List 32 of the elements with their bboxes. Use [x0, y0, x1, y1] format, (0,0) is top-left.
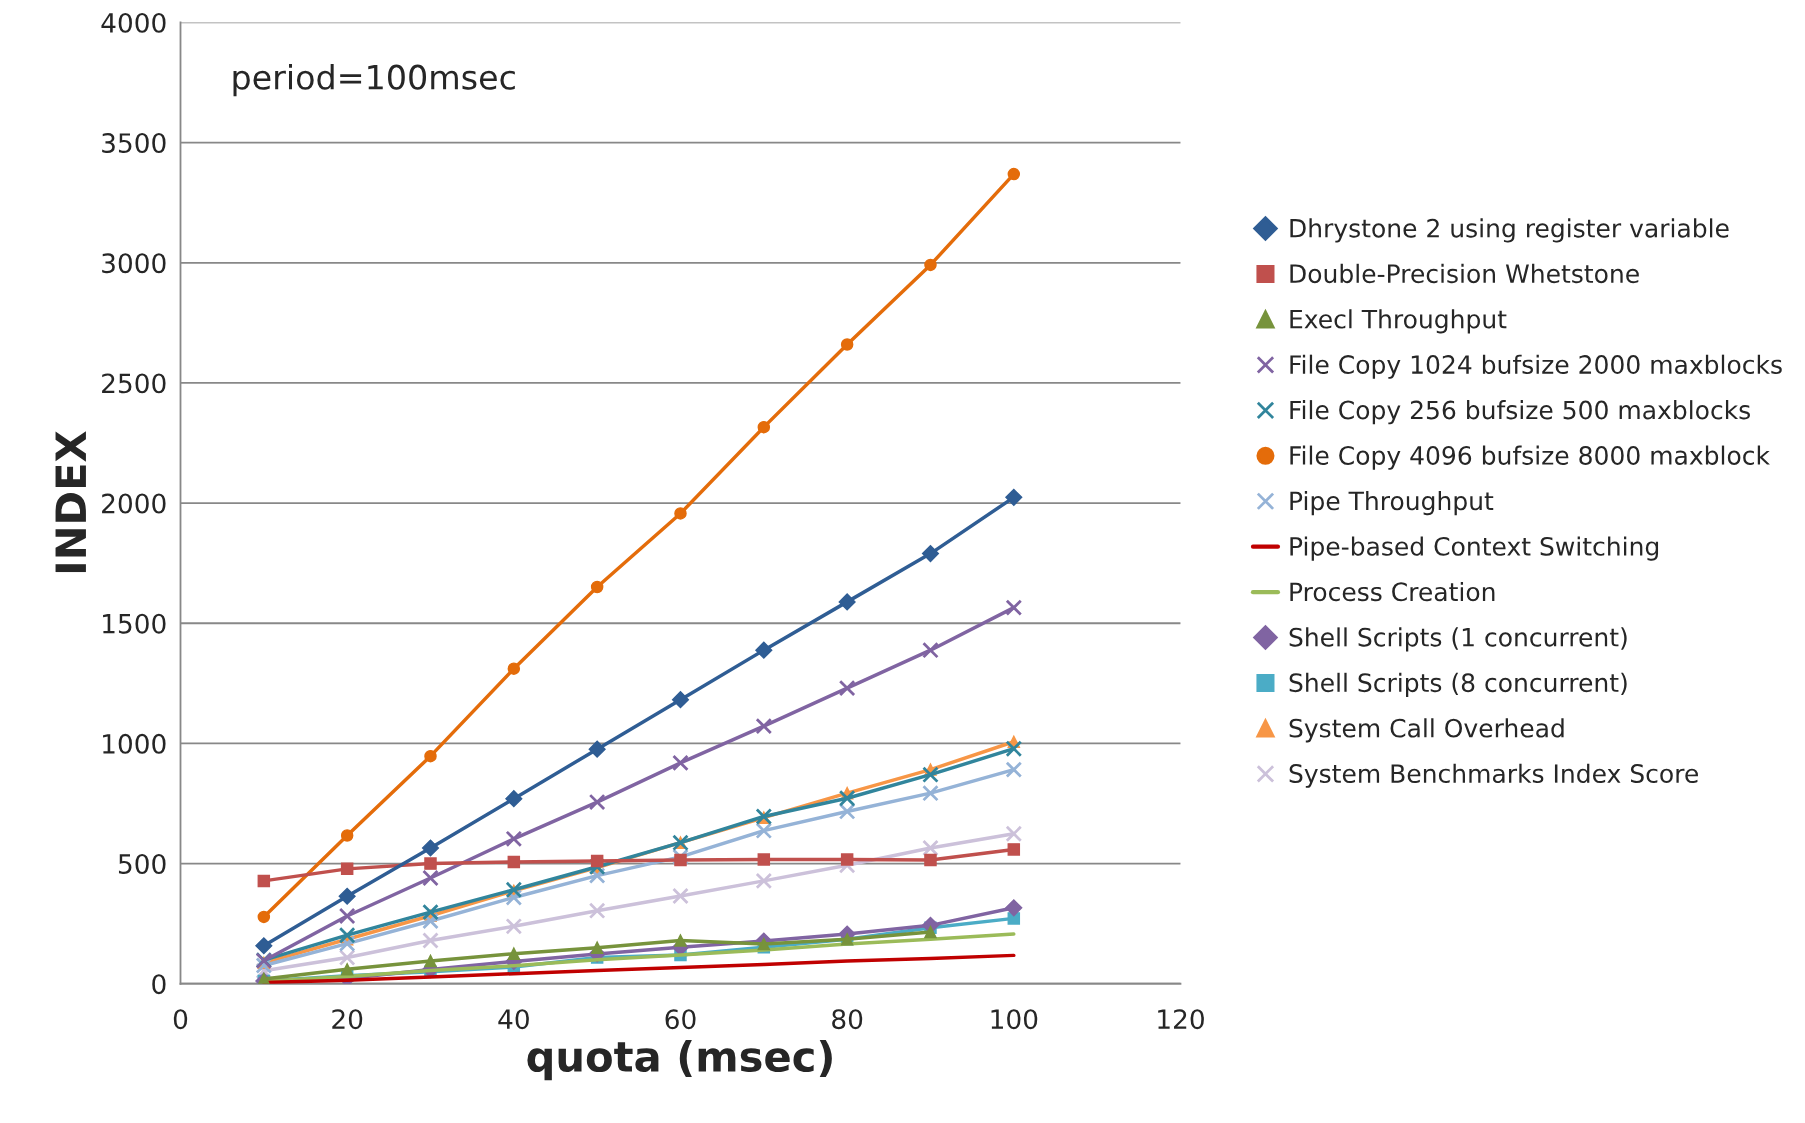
x-tick-label: 80 — [832, 1009, 863, 1030]
y-tick-label: 0 — [152, 974, 166, 995]
y-tick-label: 500 — [118, 854, 166, 874]
x-tick-label: 120 — [1158, 1009, 1204, 1030]
legend-label: System Benchmarks Index Score — [1289, 763, 1698, 788]
legend-label: Pipe-based Context Switching — [1290, 536, 1659, 561]
y-axis-title: INDEX — [55, 431, 86, 573]
annotation: period=100msec — [233, 64, 515, 97]
legend-label: Pipe Throughput — [1290, 491, 1494, 516]
y-tick-label: 2000 — [102, 493, 166, 514]
legend-label: Execl Throughput — [1290, 309, 1507, 334]
legend-label: Double-Precision Whetstone — [1290, 263, 1639, 284]
legend-label: Dhrystone 2 using register variable — [1290, 218, 1729, 243]
legend-label: System Call Overhead — [1289, 718, 1564, 743]
y-tick-label: 2500 — [102, 373, 166, 394]
x-tick-label: 100 — [991, 1009, 1038, 1030]
x-tick-label: 60 — [665, 1009, 696, 1030]
y-tick-label: 4000 — [101, 12, 166, 33]
y-tick-label: 3000 — [102, 253, 166, 274]
legend-label: Process Creation — [1290, 581, 1495, 602]
y-tick-label: 1000 — [103, 733, 166, 754]
legend-label: File Copy 256 bufsize 500 maxblocks — [1290, 400, 1750, 425]
x-tick-label: 20 — [332, 1009, 363, 1030]
x-tick-label: 0 — [173, 1009, 188, 1030]
y-tick-label: 1500 — [103, 613, 166, 634]
legend-label: Shell Scripts (8 concurrent) — [1289, 672, 1627, 697]
legend-label: File Copy 4096 bufsize 8000 maxblock — [1290, 445, 1770, 470]
y-tick-label: 3500 — [102, 133, 166, 154]
x-axis-title: quota (msec) — [527, 1039, 832, 1081]
x-tick-label: 40 — [498, 1009, 529, 1030]
legend-label: File Copy 1024 bufsize 2000 maxblocks — [1290, 354, 1782, 379]
legend-label: Shell Scripts (1 concurrent) — [1289, 627, 1627, 652]
